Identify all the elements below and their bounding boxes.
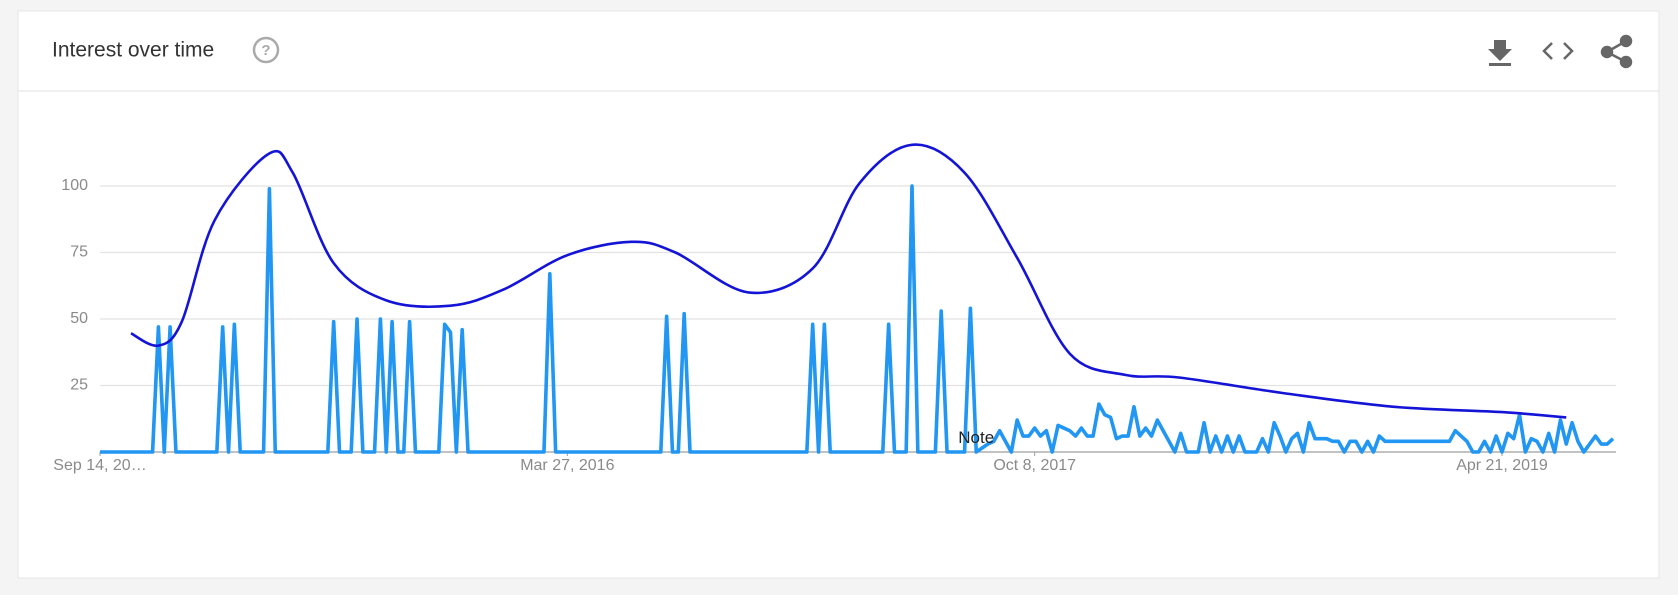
annotation: Note — [958, 428, 994, 447]
card — [17, 10, 1660, 579]
svg-text:?: ? — [261, 42, 270, 59]
y-tick-label: 75 — [70, 244, 88, 261]
line-series — [100, 184, 1615, 454]
download-icon[interactable] — [1488, 40, 1512, 66]
embed-icon[interactable] — [1542, 42, 1574, 60]
help-icon[interactable]: ? — [252, 36, 280, 64]
chart-title: Interest over time — [52, 39, 214, 62]
x-tick-label: Mar 27, 2016 — [520, 457, 614, 474]
y-tick-label: 50 — [70, 310, 88, 327]
x-tick-label: Sep 14, 20… — [53, 457, 146, 474]
share-icon[interactable] — [1600, 34, 1633, 69]
line-series — [130, 143, 1567, 419]
x-tick-label: Oct 8, 2017 — [993, 457, 1076, 474]
x-tick-label: Apr 21, 2019 — [1456, 457, 1548, 474]
plot-area: 25 50 75 100 Sep 14, 20… Mar 27, 2016 Oct 8, 2… — [53, 143, 1616, 474]
y-tick-label: 100 — [61, 177, 88, 194]
y-tick-label: 25 — [70, 377, 88, 394]
